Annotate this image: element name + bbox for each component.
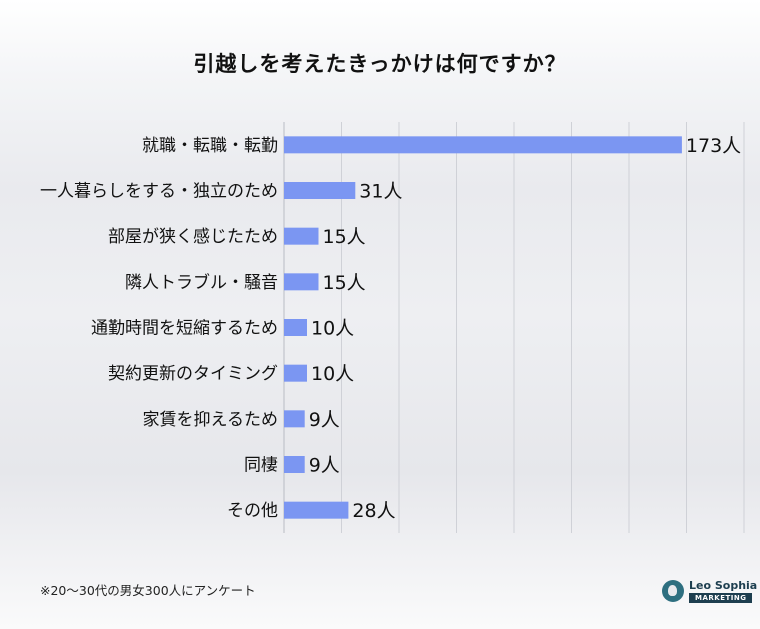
category-label: 通勤時間を短縮するため [91, 319, 278, 339]
chart-title: 引越しを考えたきっかけは何ですか？ [193, 52, 567, 76]
value-label: 10人 [311, 363, 354, 385]
lion-head-icon [662, 580, 684, 602]
category-label: その他 [227, 501, 278, 521]
category-label: 同棲 [244, 456, 278, 476]
category-label: 一人暮らしをする・独立のため [40, 182, 278, 202]
value-label: 173人 [686, 135, 741, 157]
value-label: 31人 [359, 181, 402, 203]
brand-logo: Leo Sophia MARKETING [662, 577, 757, 607]
bar [284, 136, 682, 154]
value-label: 15人 [323, 226, 366, 248]
category-label: 家賃を抑えるため [143, 410, 279, 430]
footnote: ※20〜30代の男女300人にアンケート [40, 583, 256, 598]
value-label: 9人 [309, 455, 340, 477]
category-label: 部屋が狭く感じたため [108, 227, 278, 247]
value-label: 10人 [311, 318, 354, 340]
bar [284, 227, 319, 245]
logo-brand: Leo Sophia [689, 579, 758, 592]
logo-sub: MARKETING [689, 593, 753, 603]
category-label: 契約更新のタイミング [108, 364, 278, 384]
value-label: 28人 [352, 500, 395, 522]
bar [284, 410, 305, 428]
bar [284, 501, 349, 519]
bar [284, 319, 307, 336]
value-label: 15人 [323, 272, 366, 294]
category-label: 隣人トラブル・騒音 [125, 272, 278, 293]
value-label: 9人 [309, 409, 340, 431]
bar [284, 182, 356, 199]
category-label: 就職・転職・転勤 [142, 136, 278, 156]
bar [284, 364, 307, 382]
bar [284, 273, 319, 291]
bar [284, 456, 305, 473]
